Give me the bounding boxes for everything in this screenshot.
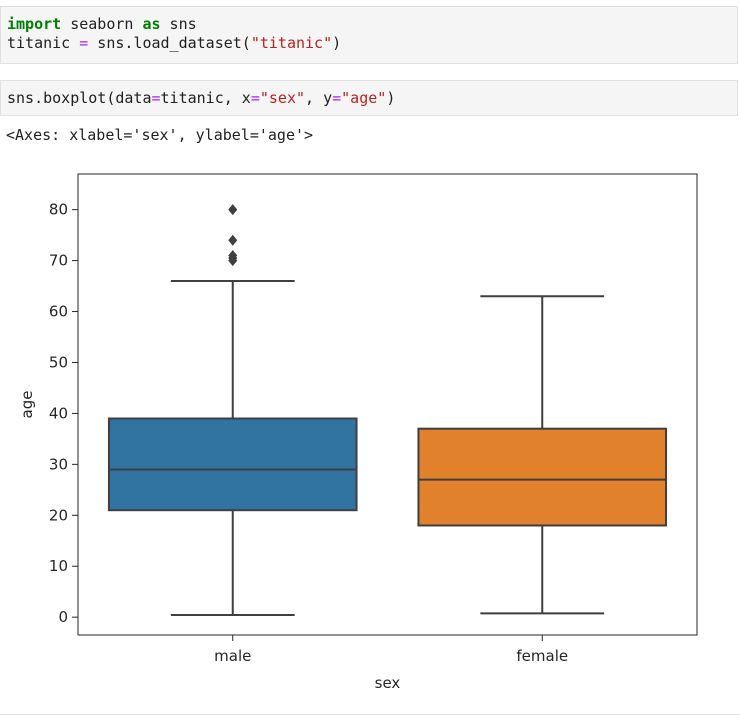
code-text: sns: [160, 15, 197, 33]
y-tick-label: 40: [49, 404, 68, 422]
operator: =: [332, 89, 342, 107]
code-text: sns.load_dataset(: [88, 34, 251, 52]
cell-output-text: <Axes: xlabel='sex', ylabel='age'>: [6, 126, 314, 144]
x-axis-label: sex: [375, 674, 401, 692]
y-tick-label: 60: [49, 303, 68, 321]
y-tick-label: 10: [49, 557, 68, 575]
code-line: titanic = sns.load_dataset("titanic"): [7, 34, 731, 53]
outlier-point: [228, 204, 238, 216]
box-female: [417, 427, 668, 527]
operator: =: [250, 89, 260, 107]
string-literal: "sex": [259, 89, 306, 107]
code-text: ): [332, 34, 342, 52]
outlier-point: [228, 250, 238, 262]
code-text: seaborn: [61, 15, 143, 33]
operator: =: [151, 89, 161, 107]
code-text: , y: [305, 89, 333, 107]
keyword: as: [142, 15, 161, 33]
y-axis-label: age: [18, 391, 36, 419]
cell-divider: [0, 714, 740, 715]
y-tick-label: 80: [49, 201, 68, 219]
code-line: import seaborn as sns: [7, 15, 731, 34]
code-text: ): [386, 89, 396, 107]
plot-frame: [77, 173, 698, 636]
box-male: [107, 417, 358, 512]
boxplot-chart: 0 10 20 30 40 50 60 70 80 male female sex age: [18, 173, 698, 692]
outlier-point: [228, 234, 238, 246]
keyword: import: [7, 15, 62, 33]
code-cell-1[interactable]: import seaborn as sns titanic = sns.load…: [0, 6, 738, 64]
string-literal: "titanic": [250, 34, 333, 52]
string-literal: "age": [341, 89, 387, 107]
y-tick-label: 20: [49, 506, 68, 524]
code-text: titanic, x: [160, 89, 251, 107]
y-tick-label: 50: [49, 353, 68, 371]
y-tick-label: 30: [49, 455, 68, 473]
code-cell-2[interactable]: sns.boxplot(data=titanic, x="sex", y="ag…: [0, 80, 738, 116]
x-tick-label: female: [516, 647, 568, 665]
x-tick-label: male: [214, 647, 251, 665]
code-text: titanic: [7, 34, 80, 52]
y-tick-label: 0: [58, 608, 68, 626]
code-line: sns.boxplot(data=titanic, x="sex", y="ag…: [7, 89, 731, 108]
operator: =: [79, 34, 89, 52]
y-tick-label: 70: [49, 252, 68, 270]
code-text: sns.boxplot(data: [7, 89, 152, 107]
